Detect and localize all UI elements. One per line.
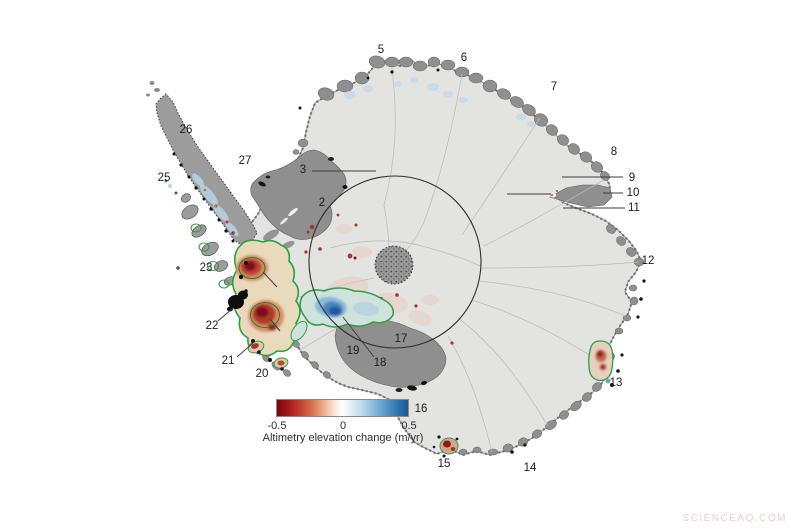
region-label-13: 13 [610, 377, 623, 389]
region-label-2: 2 [319, 197, 325, 209]
continent [239, 58, 643, 457]
region-label-25: 25 [158, 172, 171, 184]
leader-lines [217, 170, 625, 358]
coverage-limit-circle [308, 175, 482, 349]
region-label-7: 7 [551, 81, 557, 93]
region-label-5: 5 [378, 44, 384, 56]
region-label-18: 18 [374, 357, 387, 369]
region-label-26: 26 [180, 124, 193, 136]
region-label-22: 22 [206, 320, 219, 332]
colorbar-tick-zero: 0 [339, 420, 347, 432]
leader-line-upper-amundsen-pointer [262, 271, 278, 288]
leader-line-lower-amundsen-pointer [269, 318, 281, 332]
region-label-27: 27 [239, 155, 252, 167]
region-label-19: 19 [347, 345, 360, 357]
region-label-12: 12 [642, 255, 655, 267]
coastal-thinning-spot-15 [432, 435, 459, 458]
colorbar-tick-max: 0.5 [401, 420, 417, 432]
region-label-15: 15 [438, 458, 451, 470]
region-label-20: 20 [256, 368, 269, 380]
black-nunatak-blob [227, 290, 248, 312]
region-label-23: 23 [200, 262, 213, 274]
watermark: SCIENCEAQ.COM [682, 513, 787, 524]
region-label-14: 14 [524, 462, 537, 474]
region-label-3: 3 [300, 164, 306, 176]
colorbar-gradient-bar [276, 399, 409, 417]
region-number-labels: 2356789101112131415161718192021222325262… [158, 44, 655, 474]
kamb-thickening-region [290, 287, 395, 342]
totten-thinning-region [588, 340, 614, 384]
amundsen-thinning-region [231, 239, 301, 369]
region-label-9: 9 [629, 172, 635, 184]
leader-line-22 [217, 307, 234, 322]
pole-hole-disc [374, 245, 414, 285]
region-label-21: 21 [222, 355, 235, 367]
region-label-17: 17 [395, 333, 408, 345]
region-label-11: 11 [628, 202, 640, 214]
region-label-6: 6 [461, 52, 467, 64]
leader-line-18 [342, 316, 375, 358]
leader-line-21 [236, 342, 254, 358]
coastal-black-speckles [176, 68, 646, 454]
region-label-8: 8 [611, 146, 617, 158]
region-label-10: 10 [627, 187, 640, 199]
faint-coastal-blue-tints [344, 77, 535, 127]
colorbar-tick-min: -0.5 [267, 420, 287, 432]
colorbar-caption: Altimetry elevation change (m/yr) [262, 432, 424, 444]
region-label-16: 16 [415, 403, 428, 415]
